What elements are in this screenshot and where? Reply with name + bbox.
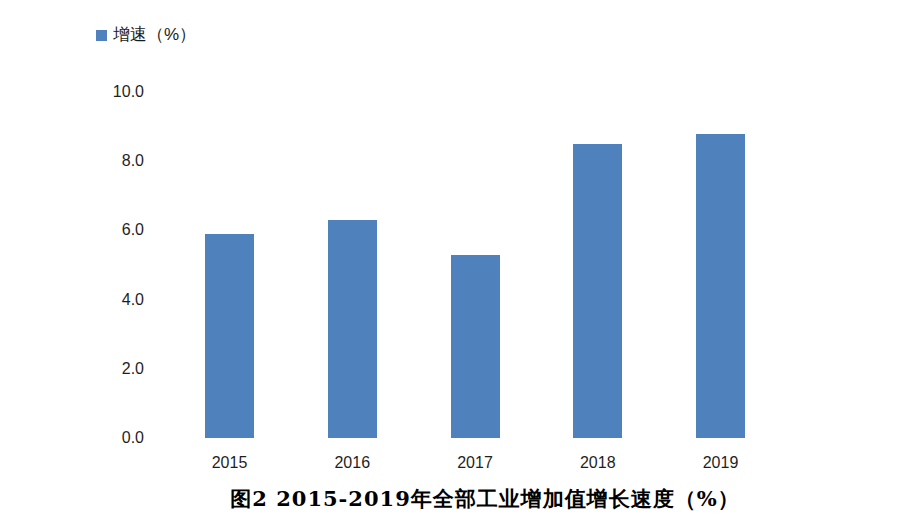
- bar-2018: [573, 144, 622, 438]
- legend-marker-icon: [96, 30, 107, 41]
- x-axis-category-label: 2017: [430, 453, 520, 473]
- x-axis-category-label: 2015: [185, 453, 275, 473]
- y-axis-tick-label: 2.0: [80, 359, 144, 379]
- x-axis-category-label: 2016: [307, 453, 397, 473]
- x-axis-category-label: 2019: [676, 453, 766, 473]
- bar-2019: [696, 134, 745, 438]
- y-axis-tick-label: 6.0: [80, 220, 144, 240]
- legend: 增速（%）: [96, 25, 196, 45]
- chart-title: 图2 2015-2019年全部工业增加值增长速度（%）: [180, 485, 790, 513]
- legend-label: 增速（%）: [113, 25, 196, 45]
- bar-2015: [205, 234, 254, 438]
- y-axis-tick-label: 10.0: [80, 82, 144, 102]
- x-axis-category-label: 2018: [553, 453, 643, 473]
- bar-2016: [328, 220, 377, 438]
- y-axis-tick-label: 0.0: [80, 428, 144, 448]
- y-axis-tick-label: 4.0: [80, 290, 144, 310]
- bar-2017: [451, 255, 500, 438]
- y-axis-tick-label: 8.0: [80, 151, 144, 171]
- chart-canvas: 增速（%） 0.0 2.0 4.0 6.0 8.0 10.0 2015 2016 2017 201…: [0, 0, 906, 530]
